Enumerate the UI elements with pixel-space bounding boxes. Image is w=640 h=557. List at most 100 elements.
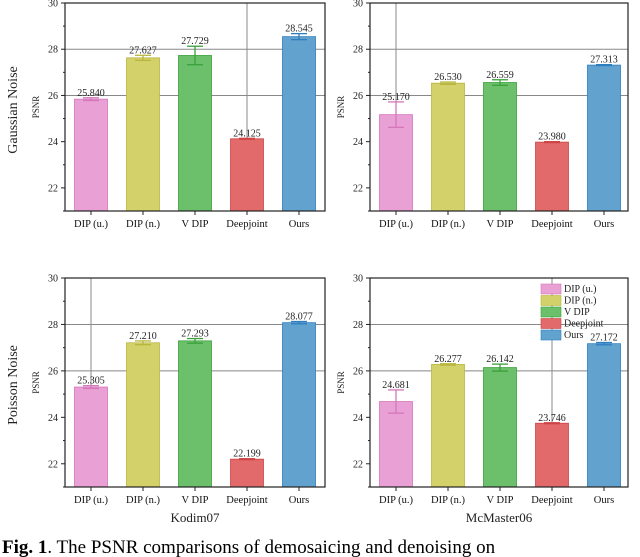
y-tick-label: 24	[48, 137, 58, 148]
subplot-1: 22 24 26 28 30 PSNR 25.840 DIP (u.) 27.627 DIP (n…	[31, 0, 326, 230]
bar-3	[230, 458, 264, 488]
x-tick-label: Deepjoint	[226, 495, 267, 506]
data-label: 24.681	[382, 380, 410, 391]
data-label: 27.627	[129, 45, 157, 56]
y-tick-label: 26	[48, 91, 58, 102]
data-label: 27.729	[181, 36, 209, 47]
data-label: 27.293	[181, 329, 209, 340]
data-label: 23.980	[538, 132, 566, 143]
data-label: 26.530	[434, 72, 462, 83]
y-tick-label: 26	[353, 91, 363, 102]
legend-label: Ours	[564, 330, 584, 341]
y-tick-label: 22	[353, 183, 363, 194]
y-tick-label: 28	[353, 45, 363, 56]
bar-0	[379, 401, 413, 488]
col-label-kodim: Kodim07	[170, 510, 220, 525]
y-tick-label: 26	[48, 366, 58, 377]
data-label: 28.545	[285, 24, 313, 35]
bar-3	[535, 141, 569, 212]
plot-frame	[369, 277, 629, 488]
legend-label: DIP (u.)	[564, 284, 596, 295]
x-tick-label: V DIP	[182, 495, 209, 506]
bar-1	[126, 57, 160, 212]
y-axis-label: PSNR	[336, 96, 346, 119]
bar-1	[431, 82, 465, 212]
y-tick-label: 30	[353, 0, 363, 10]
y-tick-label: 30	[48, 274, 58, 285]
subplot-3: 22 24 26 28 30 PSNR 25.305 DIP (u.) 27.210 DIP (n…	[31, 274, 326, 506]
x-tick-label: Deepjoint	[531, 219, 572, 230]
y-tick-label: 24	[353, 413, 363, 424]
data-label: 25.305	[77, 376, 105, 387]
plot-frame	[369, 2, 629, 212]
bar-0	[74, 386, 108, 488]
legend-swatch-4	[540, 329, 562, 341]
caption-text: . The PSNR comparisons of demosaicing an…	[47, 537, 495, 557]
data-label: 22.199	[233, 449, 261, 460]
bar-2	[483, 367, 517, 488]
col-label-mcmaster: McMaster06	[466, 510, 533, 525]
data-label: 25.840	[77, 88, 105, 99]
bar-4	[587, 343, 621, 488]
y-tick-label: 28	[48, 45, 58, 56]
x-tick-label: V DIP	[487, 495, 514, 506]
y-tick-label: 22	[353, 459, 363, 470]
x-tick-label: V DIP	[487, 219, 514, 230]
x-tick-label: Ours	[289, 219, 309, 230]
bar-4	[282, 36, 316, 212]
x-tick-label: Deepjoint	[226, 219, 267, 230]
data-label: 26.142	[486, 354, 514, 365]
y-axis-label: PSNR	[31, 96, 41, 119]
bar-2	[483, 82, 517, 212]
bar-0	[74, 98, 108, 212]
bar-2	[178, 55, 212, 212]
y-tick-label: 22	[48, 183, 58, 194]
figure-caption: Fig. 1. The PSNR comparisons of demosaic…	[2, 537, 496, 557]
plot-frame	[64, 277, 326, 488]
x-tick-label: DIP (n.)	[431, 219, 466, 230]
subplot-2: 22 24 26 28 30 PSNR 25.170 DIP (u.) 26.530 DIP (n…	[336, 0, 629, 230]
legend-swatch-0	[540, 283, 562, 295]
x-tick-label: DIP (n.)	[126, 495, 161, 506]
row-label-gaussian: Gaussian Noise	[6, 66, 21, 154]
caption-prefix: Fig. 1	[2, 537, 47, 557]
row-label-poisson: Poisson Noise	[6, 345, 21, 425]
y-axis-label: PSNR	[31, 371, 41, 394]
x-tick-label: Ours	[594, 219, 614, 230]
data-label: 27.172	[590, 333, 618, 344]
y-tick-label: 30	[353, 274, 363, 285]
bar-0	[379, 114, 413, 212]
data-label: 27.313	[590, 55, 618, 66]
data-label: 26.277	[434, 354, 462, 365]
bar-3	[535, 422, 569, 488]
data-label: 23.746	[538, 413, 566, 424]
data-label: 28.077	[285, 311, 313, 322]
legend-label: V DIP	[564, 307, 590, 318]
bar-4	[587, 64, 621, 212]
x-tick-label: DIP (u.)	[74, 219, 109, 230]
bar-1	[126, 342, 160, 488]
y-axis-label: PSNR	[336, 371, 346, 394]
x-tick-label: DIP (n.)	[126, 219, 161, 230]
x-tick-label: Deepjoint	[531, 495, 572, 506]
legend-label: Deepjoint	[564, 319, 604, 330]
y-tick-label: 30	[48, 0, 58, 10]
data-label: 25.170	[382, 92, 410, 103]
legend-label: DIP (n.)	[564, 296, 596, 307]
legend-swatch-1	[540, 295, 562, 306]
data-label: 26.559	[486, 70, 514, 81]
y-tick-label: 28	[353, 320, 363, 331]
y-tick-label: 26	[353, 366, 363, 377]
x-tick-label: Ours	[289, 495, 309, 506]
x-tick-label: DIP (u.)	[379, 219, 414, 230]
bar-2	[178, 340, 212, 488]
x-tick-label: V DIP	[182, 219, 209, 230]
legend-swatch-2	[540, 306, 562, 318]
y-tick-label: 24	[48, 413, 58, 424]
y-tick-label: 24	[353, 137, 363, 148]
data-label: 27.210	[129, 331, 157, 342]
y-tick-label: 22	[48, 459, 58, 470]
legend-swatch-3	[540, 318, 562, 329]
